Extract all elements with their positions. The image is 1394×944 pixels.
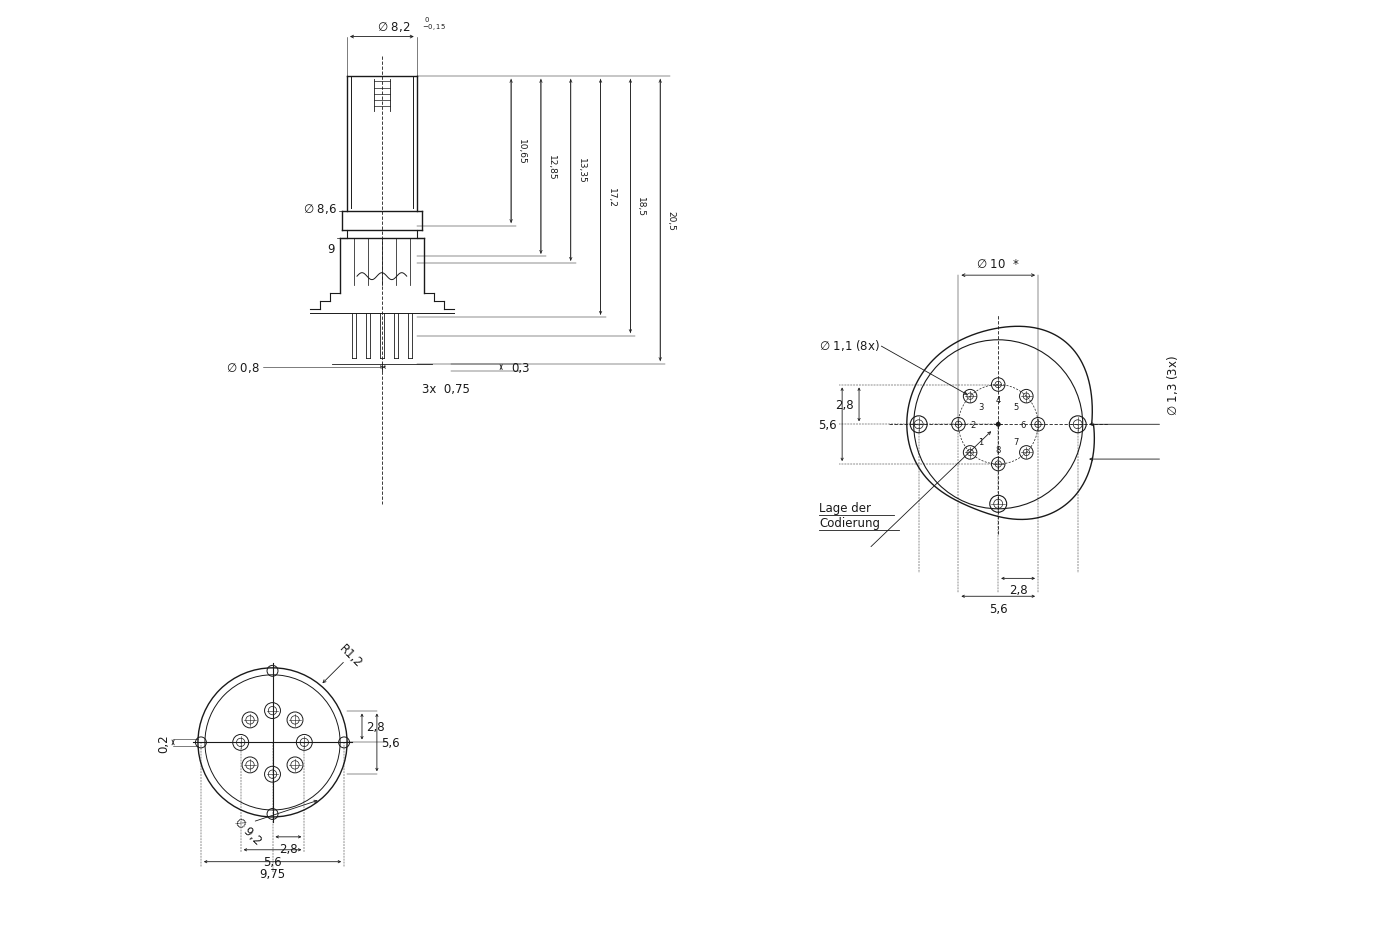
Text: $\varnothing$ 0,8: $\varnothing$ 0,8	[226, 361, 259, 375]
Text: 2: 2	[970, 420, 976, 430]
Text: 20,5: 20,5	[666, 211, 675, 230]
Text: 3: 3	[979, 403, 983, 412]
Text: 18,5: 18,5	[636, 196, 645, 217]
Text: $\varnothing$ 8,6: $\varnothing$ 8,6	[304, 201, 337, 215]
Text: 2,8: 2,8	[835, 398, 855, 412]
Text: $^{\ 0}_{-0,15}$: $^{\ 0}_{-0,15}$	[421, 15, 446, 34]
Text: 0,2: 0,2	[158, 733, 170, 752]
Text: Lage der: Lage der	[820, 501, 871, 514]
Text: 2,8: 2,8	[367, 720, 385, 733]
Text: Codierung: Codierung	[820, 516, 880, 529]
Text: R1,2: R1,2	[336, 642, 364, 670]
Text: 9: 9	[328, 243, 335, 256]
Text: 6: 6	[1020, 420, 1026, 430]
Text: 9,75: 9,75	[259, 867, 286, 880]
Text: 8: 8	[995, 446, 1001, 454]
Text: 0,3: 0,3	[512, 362, 530, 374]
Circle shape	[997, 423, 999, 427]
Text: 10,65: 10,65	[517, 139, 526, 164]
Text: 5,6: 5,6	[818, 418, 838, 431]
Text: 1: 1	[979, 438, 983, 447]
Text: 2,8: 2,8	[1009, 583, 1027, 597]
Text: 3x  0,75: 3x 0,75	[421, 382, 470, 396]
Text: 4: 4	[995, 396, 1001, 404]
Text: $\varnothing$ 9,2: $\varnothing$ 9,2	[231, 813, 265, 847]
Text: 5,6: 5,6	[988, 602, 1008, 615]
Text: 5: 5	[1013, 403, 1019, 412]
Text: $\varnothing$ 8,2: $\varnothing$ 8,2	[376, 20, 411, 34]
Text: 17,2: 17,2	[606, 188, 616, 208]
Text: 7: 7	[1013, 438, 1019, 447]
Text: $\varnothing$ 1,3 (3x): $\varnothing$ 1,3 (3x)	[1165, 355, 1179, 415]
Text: 13,35: 13,35	[577, 158, 585, 183]
Text: 5,6: 5,6	[381, 736, 400, 750]
Text: 2,8: 2,8	[279, 842, 298, 855]
Text: $\varnothing$ 10  *: $\varnothing$ 10 *	[976, 258, 1020, 271]
Text: 5,6: 5,6	[263, 855, 282, 868]
Text: 12,85: 12,85	[546, 155, 556, 180]
Text: $\varnothing$ 1,1 (8x): $\varnothing$ 1,1 (8x)	[820, 338, 880, 353]
